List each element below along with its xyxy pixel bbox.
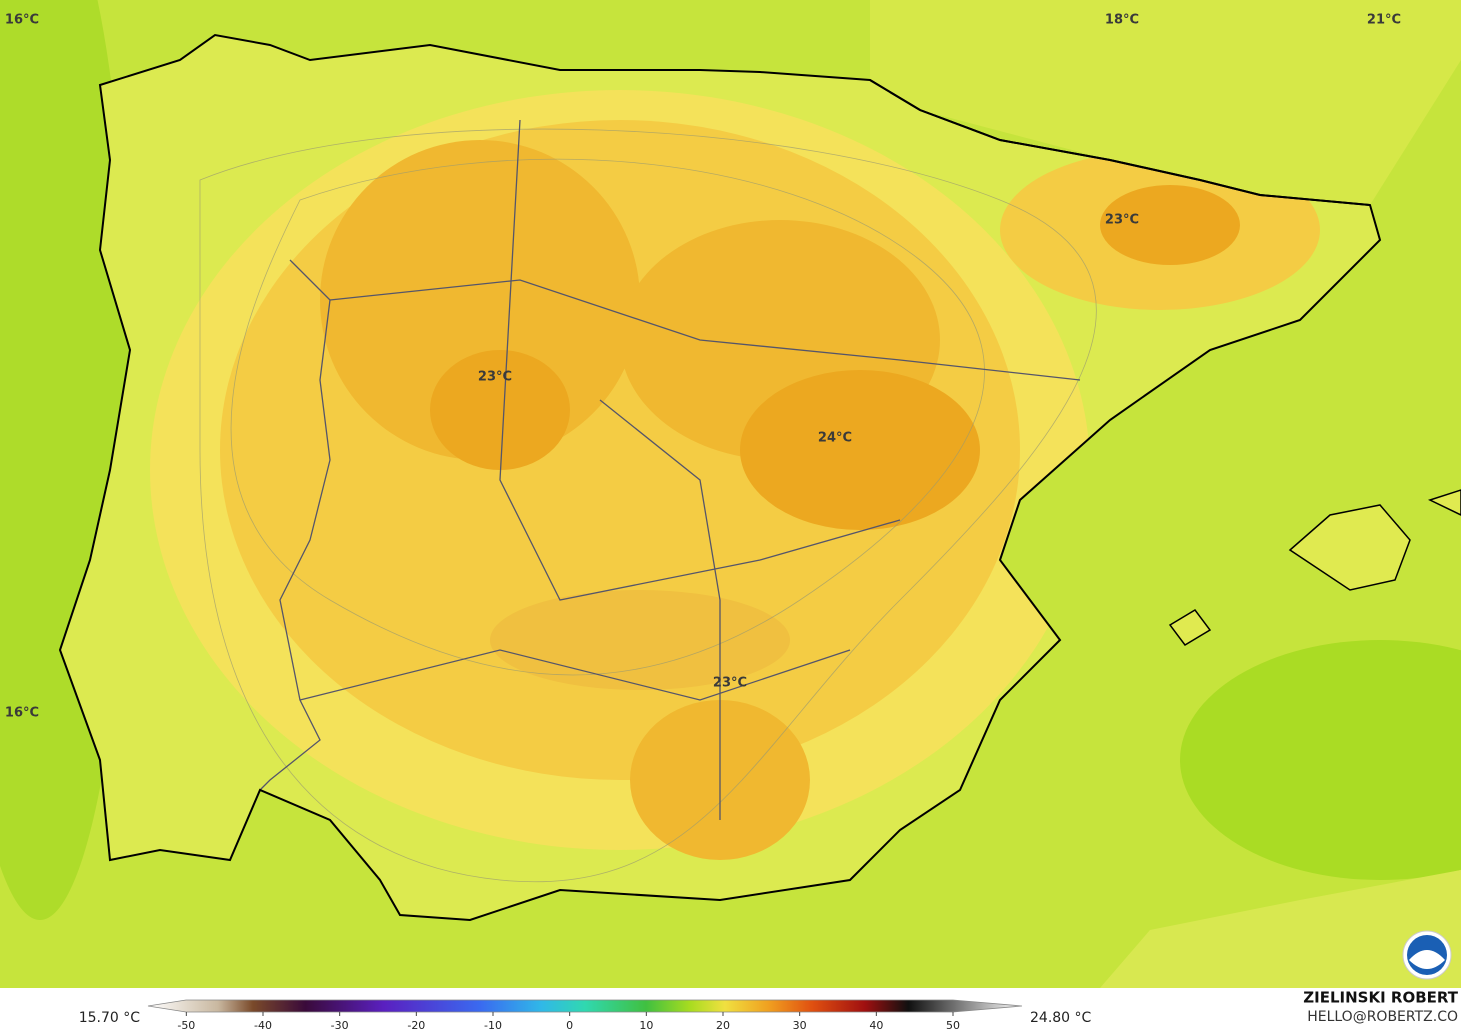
- contour-label: 23°C: [478, 370, 512, 385]
- contour-label: 18°C: [1105, 13, 1139, 28]
- colorbar-tick-label: -40: [254, 1019, 272, 1032]
- ibiza: [1168, 609, 1212, 646]
- colorbar-tick-label: 10: [639, 1019, 653, 1032]
- max-label: 24.80 °C: [1030, 1010, 1092, 1026]
- contact: HELLO@ROBERTZ.CO: [1307, 1009, 1458, 1025]
- noaa-logo: [1402, 930, 1452, 980]
- mallorca: [1288, 504, 1411, 591]
- author: ZIELINSKI ROBERT: [1303, 989, 1458, 1007]
- colorbar-tick-label: 40: [869, 1019, 883, 1032]
- menorca: [1427, 489, 1461, 516]
- contour-label: 23°C: [713, 676, 747, 691]
- colorbar-tick-label: 20: [716, 1019, 730, 1032]
- sea-cool: [1180, 640, 1461, 880]
- colorbar-tick-label: 0: [566, 1019, 573, 1032]
- contour-label: 16°C: [5, 13, 39, 28]
- colorbar-tick-label: -10: [484, 1019, 502, 1032]
- colorbar-tick-label: 50: [946, 1019, 960, 1032]
- africa: [1100, 870, 1461, 988]
- min-label: 15.70 °C: [79, 1010, 141, 1026]
- colorbar: [147, 999, 1023, 1013]
- contour-label: 21°C: [1367, 13, 1401, 28]
- contour-label: 16°C: [5, 706, 39, 721]
- colorbar-tick-label: -30: [331, 1019, 349, 1032]
- contour-labels: 16°C 18°C 21°C 23°C 23°C 24°C 23°C 16°C: [5, 13, 1401, 721]
- colorbar-tick-label: -20: [407, 1019, 425, 1032]
- contour-label: 24°C: [818, 431, 852, 446]
- france: [870, 0, 1461, 205]
- contour-label: 23°C: [1105, 213, 1139, 228]
- colorbar-tick-label: -50: [177, 1019, 195, 1032]
- colorbar-tick-label: 30: [793, 1019, 807, 1032]
- map: [0, 0, 1461, 988]
